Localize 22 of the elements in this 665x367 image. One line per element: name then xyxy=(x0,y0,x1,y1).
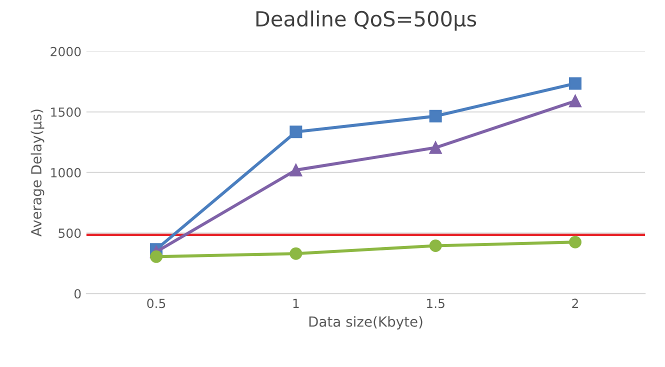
x-tick-label: 1.5 xyxy=(427,298,444,308)
x-tick-label: 0.5 xyxy=(147,298,166,308)
point xyxy=(568,94,582,108)
point xyxy=(429,240,442,252)
y-tick-label: 1500 xyxy=(51,107,81,117)
point xyxy=(429,141,442,154)
point xyxy=(290,164,302,176)
point xyxy=(290,247,302,260)
chart-title: Deadline QoS=500μs xyxy=(256,10,476,31)
point xyxy=(568,236,582,248)
x-tick-label: 1 xyxy=(293,298,299,308)
x-tick-label: 2 xyxy=(572,298,578,308)
y-axis-title: Average Delay(μs) xyxy=(30,110,44,236)
x-axis-title: Data size(Kbyte) xyxy=(309,316,422,330)
y-tick-label: 0 xyxy=(74,289,81,299)
point xyxy=(568,77,582,90)
point xyxy=(150,250,163,263)
y-tick-label: 2000 xyxy=(50,46,81,56)
point xyxy=(290,126,302,138)
y-tick-label: 1000 xyxy=(51,168,81,178)
point xyxy=(429,110,442,122)
y-tick-label: 500 xyxy=(58,228,81,238)
